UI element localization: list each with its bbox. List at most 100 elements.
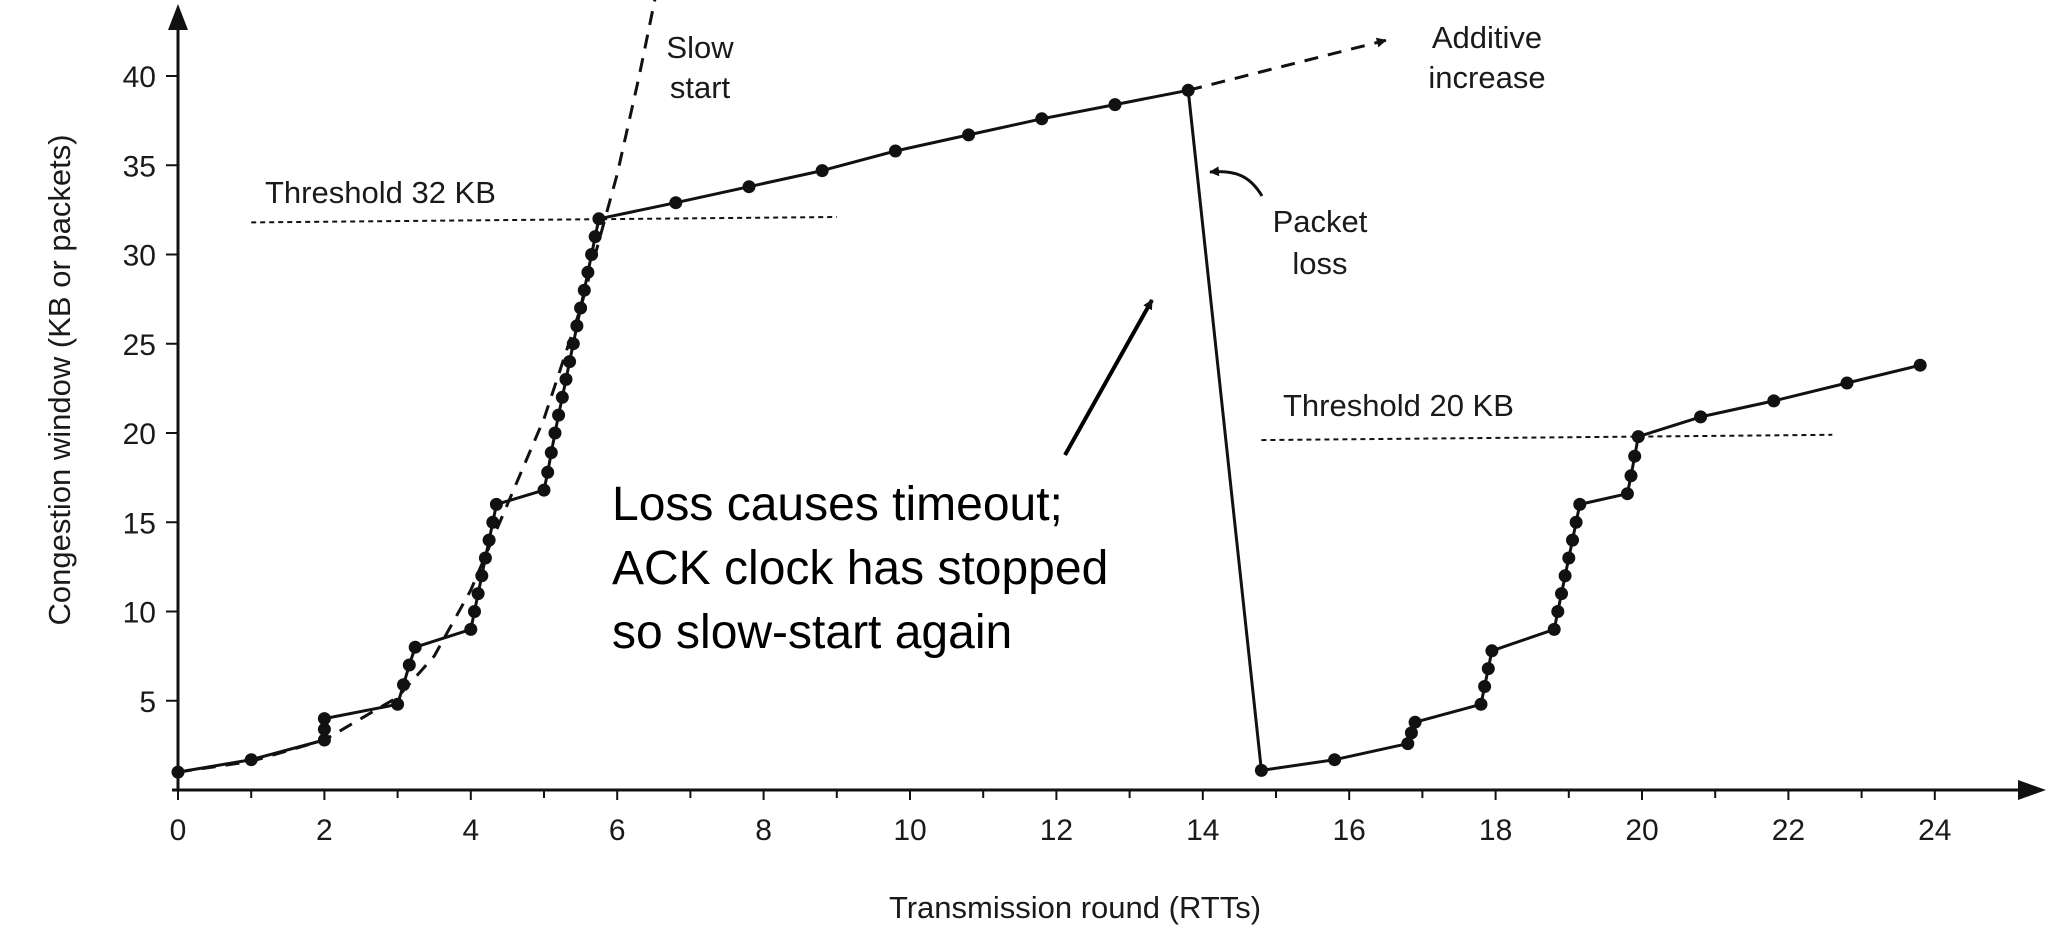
data-point [563, 355, 577, 369]
data-point [574, 301, 588, 315]
data-point [581, 265, 595, 279]
data-point [1474, 697, 1488, 711]
x-tick-label: 4 [462, 814, 479, 847]
data-point [317, 712, 331, 726]
data-point [548, 426, 562, 440]
x-tick-label: 22 [1772, 814, 1805, 847]
data-point [244, 753, 258, 767]
y-axis-arrow-icon [168, 4, 188, 30]
y-tick-label: 20 [123, 418, 156, 451]
additive-increase-label-line: Additive [1432, 20, 1542, 55]
data-point [1631, 430, 1645, 444]
slow-start-curve-line [177, 0, 657, 774]
data-point [391, 697, 405, 711]
data-point [397, 678, 410, 692]
data-point [1573, 497, 1587, 511]
threshold-32-label: Threshold 32 KB [265, 175, 496, 210]
x-tick-label: 8 [755, 814, 772, 847]
timeout-callout-arrow [1063, 299, 1154, 456]
x-tick-label: 2 [316, 814, 333, 847]
data-points [171, 83, 1927, 779]
data-point [1555, 587, 1568, 601]
data-point [537, 483, 551, 497]
data-point [544, 446, 558, 460]
data-point [1569, 515, 1583, 529]
packet-loss-label-line: Packet [1273, 204, 1368, 239]
data-point [402, 658, 416, 672]
data-point [1566, 533, 1579, 547]
data-point [1767, 394, 1781, 408]
data-point [555, 390, 569, 404]
data-point [588, 230, 602, 244]
threshold-20-line [1261, 433, 1833, 442]
additive-increase-label-line: increase [1428, 60, 1545, 95]
timeout-callout-line: so slow-start again [612, 606, 1012, 659]
data-point [1624, 469, 1638, 483]
packet-loss-arrow [1209, 166, 1264, 197]
data-point [1404, 726, 1418, 740]
data-point [592, 212, 606, 226]
x-tick-label: 10 [893, 814, 926, 847]
data-point [669, 196, 683, 210]
y-tick-label: 10 [123, 597, 156, 630]
data-point [577, 283, 591, 297]
data-point [1628, 449, 1642, 463]
data-point [1840, 376, 1854, 390]
data-point [475, 569, 489, 583]
data-point [888, 144, 902, 158]
threshold-20-label: Threshold 20 KB [1283, 388, 1514, 423]
data-point [1181, 83, 1195, 97]
y-tick-label: 35 [123, 150, 156, 183]
slow-start-label-line: Slow [666, 30, 734, 65]
data-point [489, 497, 503, 511]
data-point [566, 337, 580, 351]
data-point [1551, 605, 1565, 618]
y-tick-label: 30 [123, 240, 156, 273]
threshold-32-line [251, 216, 837, 224]
data-point [742, 180, 756, 194]
y-tick-label: 15 [123, 507, 156, 540]
timeout-callout-line: Loss causes timeout; [612, 478, 1063, 531]
x-tick-label: 6 [609, 814, 626, 847]
data-point [570, 319, 584, 333]
data-point [317, 722, 331, 736]
x-axis-arrow-icon [2018, 780, 2046, 800]
data-point [1481, 662, 1495, 676]
data-point [1547, 622, 1561, 636]
data-point [1562, 551, 1576, 565]
data-point [585, 248, 599, 261]
data-point [471, 587, 485, 601]
data-point [962, 128, 976, 142]
data-point [486, 515, 500, 529]
x-tick-label: 14 [1186, 814, 1219, 847]
x-axis-title: Transmission round (RTTs) [889, 890, 1261, 925]
data-point [559, 372, 573, 386]
data-point [815, 164, 829, 178]
timeout-callout-line: ACK clock has stopped [612, 542, 1108, 595]
packet-loss-label: Packet loss [1273, 204, 1368, 281]
data-point [1694, 410, 1708, 424]
slow-start-label: Slow start [666, 30, 734, 105]
data-point [1108, 98, 1122, 112]
data-point [468, 605, 481, 618]
data-point [1478, 680, 1492, 693]
data-point [317, 733, 331, 747]
x-tick-label: 16 [1333, 814, 1366, 847]
data-point [464, 622, 478, 636]
x-tick-label: 18 [1479, 814, 1512, 847]
data-point [171, 765, 185, 779]
data-point [1558, 569, 1572, 583]
x-tick-label: 24 [1918, 814, 1951, 847]
x-tick-label: 12 [1040, 814, 1073, 847]
data-point [1408, 715, 1422, 729]
x-tick-label: 0 [170, 814, 187, 847]
packet-loss-label-line: loss [1292, 246, 1347, 281]
data-point [552, 408, 566, 422]
timeout-callout: Loss causes timeout; ACK clock has stoppe… [612, 478, 1108, 659]
additive-increase-label: Additive increase [1428, 20, 1545, 95]
data-point [408, 640, 422, 654]
data-point [482, 533, 496, 547]
y-tick-label: 40 [123, 61, 156, 94]
